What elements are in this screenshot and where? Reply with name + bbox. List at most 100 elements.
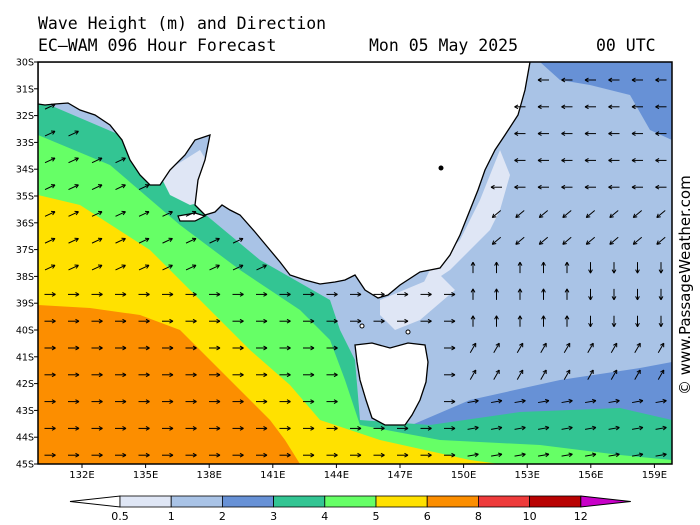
colorbar-segment <box>375 495 428 508</box>
wave-arrow <box>326 399 338 404</box>
wave-arrow <box>115 372 127 378</box>
colorbar-segment <box>426 495 479 508</box>
wave-arrow <box>185 237 197 244</box>
wave-arrow <box>541 261 546 274</box>
wave-arrow <box>611 288 617 301</box>
wave-arrow <box>303 345 315 351</box>
wave-arrow <box>232 452 244 458</box>
wave-arrow <box>162 210 173 217</box>
colorbar-segment <box>273 495 326 508</box>
wave-arrow <box>494 261 499 274</box>
wave-arrow <box>44 184 56 190</box>
wave-arrow <box>209 372 221 378</box>
wave-arrow <box>494 288 499 300</box>
wave-arrow <box>494 315 499 327</box>
lat-label: 40S <box>16 326 34 337</box>
wave-arrow <box>631 158 643 163</box>
wave-arrow <box>138 292 150 297</box>
lon-label: 132E <box>69 470 94 481</box>
wave-arrow <box>209 318 221 324</box>
wave-arrow <box>91 372 103 378</box>
wave-arrow <box>632 210 643 219</box>
wave-arrow <box>68 452 80 458</box>
wave-arrow <box>185 264 197 271</box>
wave-arrow <box>537 425 550 431</box>
wave-arrow <box>373 292 385 297</box>
wave-arrow <box>68 184 79 190</box>
wave-arrow <box>232 237 244 244</box>
lat-label: 45S <box>16 460 34 471</box>
wave-arrow <box>91 264 103 271</box>
wave-arrow <box>538 236 549 245</box>
wave-arrow <box>490 184 502 190</box>
lon-label: 153E <box>514 470 539 481</box>
wave-arrow <box>537 104 549 110</box>
colorbar-label: 4 <box>321 510 328 523</box>
lat-label: 39S <box>16 299 34 310</box>
wave-arrow <box>561 425 573 431</box>
wave-arrow <box>279 426 291 431</box>
wave-arrow <box>185 292 197 297</box>
lat-label: 36S <box>16 218 34 229</box>
wave-arrow <box>162 452 174 458</box>
wave-arrow <box>44 237 56 244</box>
wave-arrow <box>588 315 593 327</box>
wave-arrow <box>537 452 550 458</box>
wave-arrow <box>631 131 643 136</box>
wave-arrow <box>91 399 103 404</box>
wave-arrow <box>91 157 103 164</box>
wave-arrow <box>493 369 500 380</box>
wave-arrow <box>232 399 244 404</box>
wave-arrow <box>611 262 617 274</box>
wave-arrow <box>68 264 79 271</box>
wave-arrow <box>162 318 174 324</box>
wave-arrow <box>303 452 315 458</box>
wave-arrow <box>608 77 620 83</box>
wave-arrow <box>584 425 597 431</box>
wave-arrow <box>326 292 338 297</box>
lat-label: 37S <box>16 245 34 256</box>
wave-arrow <box>44 292 56 297</box>
wave-arrow <box>609 236 619 245</box>
model-forecast-label: EC—WAM 096 Hour Forecast <box>38 36 277 55</box>
wave-arrow <box>514 398 526 404</box>
wave-arrow <box>420 292 432 297</box>
wave-arrow <box>326 426 338 431</box>
wave-arrow <box>373 426 385 431</box>
wave-arrow <box>516 369 524 380</box>
wave-arrow <box>540 342 547 354</box>
wave-arrow <box>44 399 56 404</box>
wave-arrow <box>256 452 268 458</box>
wave-arrow <box>350 426 362 431</box>
wave-arrow <box>68 292 80 297</box>
wave-arrow <box>655 131 667 136</box>
wave-arrow <box>537 131 549 136</box>
wave-arrow <box>350 452 362 458</box>
wave-arrow <box>467 425 479 431</box>
wave-arrow <box>537 158 549 163</box>
wave-arrow <box>561 131 573 136</box>
wave-arrow <box>635 315 640 327</box>
wave-arrow <box>232 292 244 297</box>
wave-arrow <box>611 315 617 327</box>
wave-arrow <box>397 292 409 297</box>
wave-arrow <box>444 345 456 351</box>
wave-arrow <box>514 158 526 163</box>
wave-arrow <box>397 318 409 324</box>
wave-arrow <box>420 452 432 458</box>
wave-arrow <box>138 184 150 190</box>
chart-title: Wave Height (m) and Direction <box>38 14 327 33</box>
colorbar-label: 2 <box>219 510 226 523</box>
colorbar-low-end <box>69 495 121 508</box>
wave-arrow <box>68 210 79 217</box>
wave-arrow <box>68 372 80 378</box>
wave-arrow <box>350 292 362 297</box>
wave-arrow <box>514 131 526 136</box>
wave-arrow <box>608 104 620 110</box>
wave-arrow <box>162 399 174 404</box>
credit-watermark: © www.PassageWeather.com <box>676 175 694 395</box>
wave-arrow <box>631 425 644 431</box>
colorbar-label: 3 <box>270 510 277 523</box>
wave-arrow <box>610 369 618 380</box>
